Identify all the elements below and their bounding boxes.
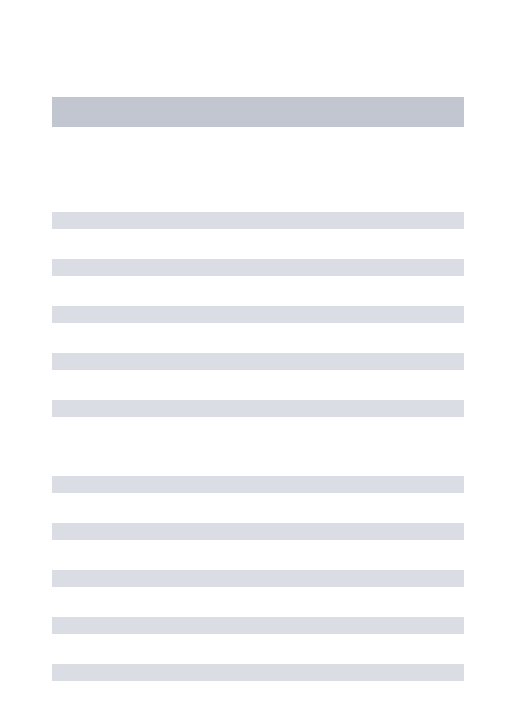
text-line-placeholder [52,476,464,493]
text-line-placeholder [52,353,464,370]
text-line-placeholder [52,664,464,681]
skeleton-document [52,0,464,681]
text-line-placeholder [52,400,464,417]
paragraph-placeholder-group-2 [52,476,464,681]
text-line-placeholder [52,259,464,276]
text-line-placeholder [52,570,464,587]
text-line-placeholder [52,617,464,634]
text-line-placeholder [52,306,464,323]
paragraph-placeholder-group-1 [52,212,464,417]
text-line-placeholder [52,212,464,229]
title-placeholder-bar [52,97,464,127]
text-line-placeholder [52,523,464,540]
